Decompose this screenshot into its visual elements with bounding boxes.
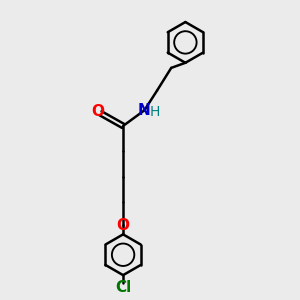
Text: O: O bbox=[92, 104, 105, 119]
Text: Cl: Cl bbox=[115, 280, 131, 295]
Text: N: N bbox=[138, 103, 151, 118]
Text: H: H bbox=[150, 105, 160, 119]
Text: O: O bbox=[117, 218, 130, 232]
